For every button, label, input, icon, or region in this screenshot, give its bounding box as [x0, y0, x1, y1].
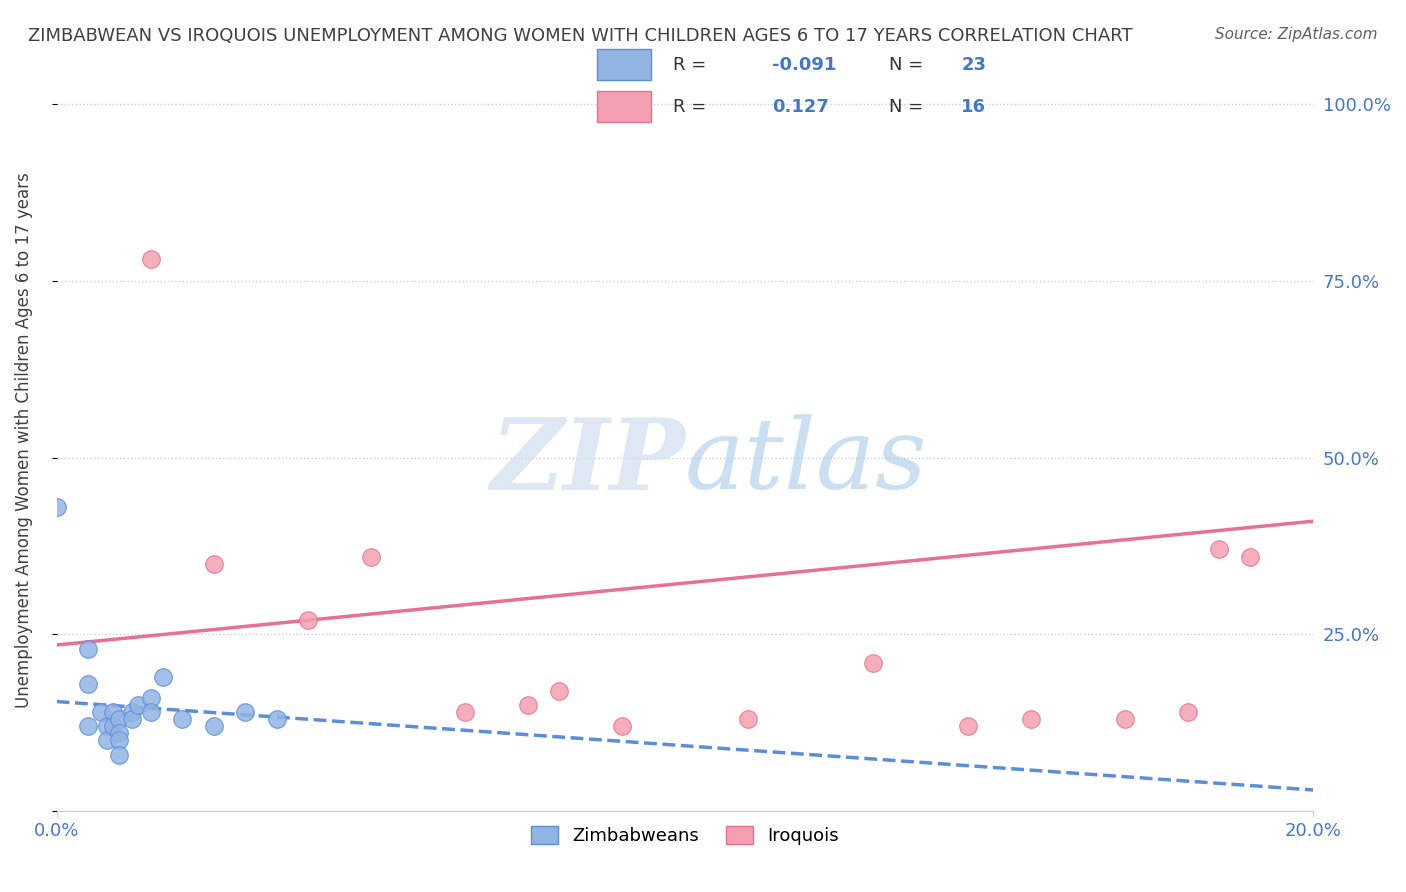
Point: [108, 726, 131, 740]
Point: [1177, 705, 1199, 719]
Point: [1019, 712, 1042, 726]
Point: [90, 705, 112, 719]
Text: N =: N =: [890, 56, 924, 74]
Point: [956, 719, 979, 733]
Point: [108, 733, 131, 747]
Point: [737, 712, 759, 726]
Point: [610, 719, 633, 733]
Point: [233, 705, 256, 719]
Point: [516, 698, 538, 712]
Point: [45, 500, 67, 514]
Text: atlas: atlas: [685, 415, 928, 510]
Point: [77, 641, 100, 656]
FancyBboxPatch shape: [598, 49, 651, 80]
Point: [108, 712, 131, 726]
Point: [297, 613, 319, 627]
Point: [139, 252, 162, 267]
Point: [1114, 712, 1136, 726]
Point: [152, 670, 174, 684]
Point: [1239, 549, 1261, 564]
Text: 23: 23: [962, 56, 987, 74]
Point: [108, 747, 131, 762]
Point: [101, 719, 124, 733]
Text: R =: R =: [673, 98, 707, 116]
Legend: Zimbabweans, Iroquois: Zimbabweans, Iroquois: [522, 817, 848, 855]
Point: [548, 684, 571, 698]
Point: [96, 733, 118, 747]
Point: [139, 705, 162, 719]
Text: 16: 16: [962, 98, 987, 116]
Point: [139, 691, 162, 706]
Point: [266, 712, 288, 726]
Point: [77, 719, 100, 733]
Point: [96, 719, 118, 733]
Text: -0.091: -0.091: [772, 56, 837, 74]
Point: [360, 549, 382, 564]
Point: [454, 705, 477, 719]
Point: [202, 557, 225, 571]
Text: 0.127: 0.127: [772, 98, 830, 116]
Text: Source: ZipAtlas.com: Source: ZipAtlas.com: [1215, 27, 1378, 42]
Point: [127, 698, 149, 712]
FancyBboxPatch shape: [598, 91, 651, 122]
Point: [101, 705, 124, 719]
Point: [1208, 542, 1230, 557]
Point: [862, 656, 884, 670]
Text: ZIP: ZIP: [489, 414, 685, 510]
Y-axis label: Unemployment Among Women with Children Ages 6 to 17 years: Unemployment Among Women with Children A…: [15, 172, 32, 707]
Point: [172, 712, 194, 726]
Point: [121, 712, 143, 726]
Point: [121, 705, 143, 719]
Text: ZIMBABWEAN VS IROQUOIS UNEMPLOYMENT AMONG WOMEN WITH CHILDREN AGES 6 TO 17 YEARS: ZIMBABWEAN VS IROQUOIS UNEMPLOYMENT AMON…: [28, 27, 1133, 45]
Text: N =: N =: [890, 98, 924, 116]
Point: [77, 677, 100, 691]
Point: [202, 719, 225, 733]
Text: R =: R =: [673, 56, 707, 74]
